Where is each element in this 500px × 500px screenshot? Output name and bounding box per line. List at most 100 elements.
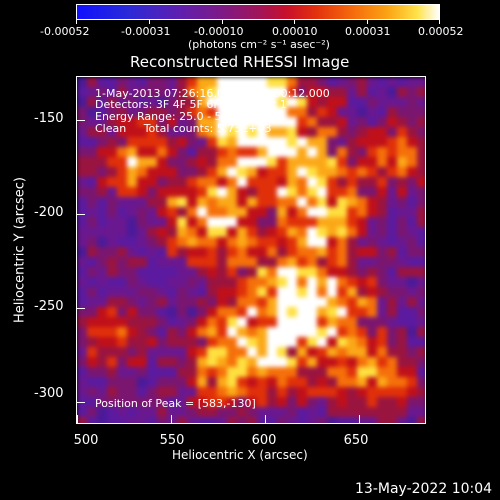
heat-cell (307, 397, 317, 407)
y-tick (77, 402, 85, 403)
heat-cell (217, 97, 227, 107)
heat-cell (77, 107, 87, 117)
heat-cell (307, 267, 317, 277)
heat-cell (287, 77, 297, 87)
heat-cell (347, 317, 357, 327)
heat-cell (97, 257, 107, 267)
heat-cell (247, 297, 257, 307)
heat-cell (117, 337, 127, 347)
heat-cell (197, 397, 207, 407)
heat-cell (357, 347, 367, 357)
heat-cell (267, 77, 277, 87)
heat-cell (397, 237, 407, 247)
heat-cell (177, 357, 187, 367)
heat-cell (387, 227, 397, 237)
heat-cell (247, 157, 257, 167)
heat-cell (227, 247, 237, 257)
heat-cell (417, 127, 425, 137)
heat-cell (407, 297, 417, 307)
heat-cell (167, 397, 177, 407)
heat-cell (237, 327, 247, 337)
heat-cell (267, 357, 277, 367)
heat-cell (367, 237, 377, 247)
heat-cell (137, 217, 147, 227)
heat-cell (197, 247, 207, 257)
heat-cell (417, 377, 425, 387)
heat-cell (357, 317, 367, 327)
heat-cell (327, 107, 337, 117)
heat-cell (77, 267, 87, 277)
heat-cell (147, 377, 157, 387)
heat-cell (317, 267, 327, 277)
colorbar-tick (367, 19, 368, 24)
heat-cell (307, 97, 317, 107)
heat-cell (167, 237, 177, 247)
heat-cell (137, 377, 147, 387)
heat-cell (207, 267, 217, 277)
heat-cell (337, 207, 347, 217)
heat-cell (247, 207, 257, 217)
heat-cell (117, 317, 127, 327)
heat-cell (327, 197, 337, 207)
heat-cell (157, 287, 167, 297)
heat-cell (287, 187, 297, 197)
heat-cell (377, 157, 387, 167)
heat-cell (387, 157, 397, 167)
heat-cell (277, 287, 287, 297)
heat-cell (307, 357, 317, 367)
heat-cell (417, 387, 425, 397)
heat-cell (317, 117, 327, 127)
heat-cell (247, 167, 257, 177)
heat-cell (267, 367, 277, 377)
heat-cell (187, 217, 197, 227)
heat-cell (107, 107, 117, 117)
heat-cell (317, 207, 327, 217)
heat-cell (277, 147, 287, 157)
heat-cell (177, 207, 187, 217)
heat-cell (187, 397, 197, 407)
heat-cell (187, 307, 197, 317)
heat-cell (187, 257, 197, 267)
heat-cell (137, 347, 147, 357)
heat-cell (237, 387, 247, 397)
heat-cell (107, 417, 117, 423)
heat-cell (207, 217, 217, 227)
heat-cell (127, 237, 137, 247)
x-tick (77, 415, 78, 423)
heat-cell (117, 77, 127, 87)
heat-cell (317, 167, 327, 177)
heat-cell (277, 347, 287, 357)
heat-cell (117, 277, 127, 287)
heat-cell (387, 197, 397, 207)
heat-cell (247, 247, 257, 257)
heat-cell (297, 337, 307, 347)
heat-cell (397, 197, 407, 207)
heat-cell (367, 387, 377, 397)
heat-cell (297, 277, 307, 287)
heat-cell (137, 337, 147, 347)
heat-cell (347, 347, 357, 357)
colorbar-tick-label: -0.00052 (40, 25, 90, 38)
heat-cell (347, 227, 357, 237)
heat-cell (177, 87, 187, 97)
heat-cell (407, 367, 417, 377)
heat-cell (87, 107, 97, 117)
heat-cell (107, 197, 117, 207)
heat-cell (327, 127, 337, 137)
heat-cell (337, 247, 347, 257)
heat-cell (247, 137, 257, 147)
heat-cell (127, 177, 137, 187)
heat-cell (417, 167, 425, 177)
heat-cell (237, 127, 247, 137)
heat-cell (277, 177, 287, 187)
heat-cell (77, 307, 87, 317)
heat-cell (237, 187, 247, 197)
heat-cell (267, 407, 277, 417)
heat-cell (307, 347, 317, 357)
heat-cell (347, 177, 357, 187)
heat-cell (287, 397, 297, 407)
heat-cell (187, 337, 197, 347)
heat-cell (157, 217, 167, 227)
heat-cell (197, 307, 207, 317)
heat-cell (137, 177, 147, 187)
